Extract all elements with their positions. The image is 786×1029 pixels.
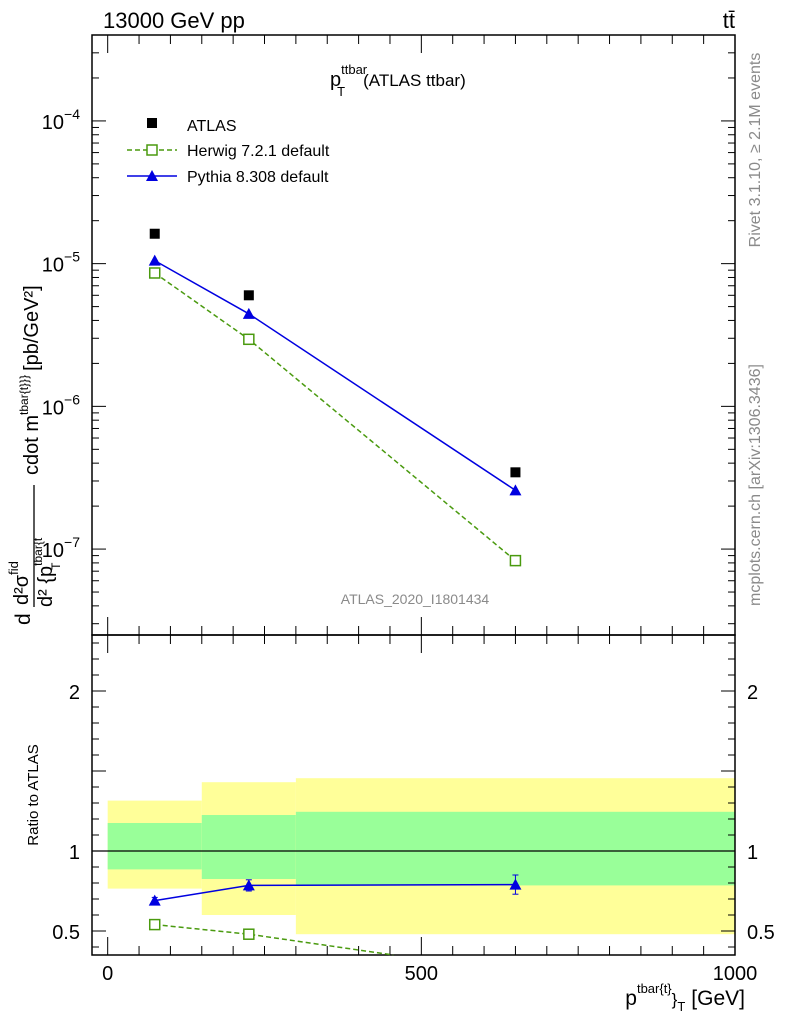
- ratio-herwig-point: [243, 928, 255, 940]
- ratio-series-layer: [148, 874, 522, 956]
- main-y-tick-labels: 10−4 10−5 10−6 10−7: [42, 106, 80, 562]
- x-tick-label: 1000: [713, 963, 758, 985]
- header-energy-label: 13000 GeV pp: [103, 8, 245, 33]
- main-y-axis-ticks: [92, 34, 735, 625]
- pythia-point: [242, 307, 255, 319]
- ratio-y-tick-labels: 0.5 0.5 1 1 2 2: [52, 682, 775, 944]
- herwig-line: [154, 272, 516, 562]
- legend-atlas-label: ATLAS: [187, 118, 237, 135]
- herwig-point: [148, 267, 161, 279]
- atlas-point: [149, 228, 160, 239]
- herwig-point: [243, 333, 255, 346]
- x-tick-labels: 0 500 1000: [102, 963, 757, 985]
- legend-pythia-marker: [146, 170, 158, 181]
- pythia-point: [148, 254, 161, 266]
- x-axis-ticks: [107, 35, 736, 955]
- ratio-panel-frame: [91, 634, 736, 956]
- pythia-line: [154, 259, 516, 491]
- ratio-uncertainty-bands: [92, 778, 735, 935]
- atlas-point: [243, 290, 254, 301]
- svg-text:cdot mtbar{t}}}[pb/GeV²]: cdot mtbar{t}}}[pb/GeV²]: [17, 285, 43, 475]
- legend-pythia-label: Pythia 8.308 default: [187, 169, 329, 186]
- green-band-1: [201, 815, 296, 879]
- ratio-pythia-point: [242, 879, 255, 891]
- y-label-d: d: [12, 613, 35, 625]
- ratio-ytick-label-left: 1: [69, 842, 80, 864]
- legend-herwig-marker: [146, 144, 158, 156]
- main-ytick-label: 10−7: [42, 534, 80, 562]
- atlas-point: [510, 467, 521, 478]
- legend: ATLAS Herwig 7.2.1 default Pythia 8.308 …: [127, 118, 330, 186]
- main-ytick-label: 10−6: [42, 391, 80, 419]
- green-band-2: [295, 811, 735, 886]
- x-tick-label: 500: [405, 963, 438, 985]
- main-y-axis-label: d d²σfid d² {ptbar{tT cdot mtbar{t}}}[pb…: [6, 285, 63, 625]
- mcplots-label: mcplots.cern.ch [arXiv:1306.3436]: [747, 364, 764, 606]
- ratio-pythia-point: [509, 878, 522, 890]
- legend-herwig-label: Herwig 7.2.1 default: [187, 143, 330, 160]
- svg-text:d²σfid: d²σfid: [6, 561, 33, 605]
- herwig-point: [509, 554, 522, 567]
- main-ytick-label: 10−4: [42, 106, 80, 134]
- ratio-ytick-label-left: 0.5: [52, 922, 80, 944]
- green-band-0: [107, 823, 202, 870]
- ratio-ytick-label-right: 2: [747, 682, 758, 704]
- ratio-herwig-point: [148, 918, 161, 931]
- svg-text:d: d: [12, 613, 35, 625]
- main-ytick-label: 10−5: [42, 249, 80, 277]
- ratio-axis-ticks: [92, 642, 735, 948]
- header-process-label: tt̄: [723, 8, 735, 33]
- pythia-point: [509, 484, 522, 496]
- plot-title: pttbar T(ATLAS ttbar): [330, 62, 466, 99]
- ratio-pythia-point: [148, 894, 161, 906]
- analysis-watermark: ATLAS_2020_I1801434: [341, 591, 490, 607]
- x-tick-label: 0: [102, 963, 113, 985]
- rivet-version-label: Rivet 3.1.10, ≥ 2.1M events: [747, 53, 764, 248]
- ratio-ytick-label-right: 1: [747, 842, 758, 864]
- main-series-layer: [148, 228, 522, 567]
- ratio-ytick-label-left: 2: [69, 682, 80, 704]
- legend-atlas-marker: [147, 118, 157, 128]
- ratio-y-axis-label: Ratio to ATLAS: [25, 744, 42, 845]
- x-axis-label: ptbar{t}}T [GeV]: [625, 981, 745, 1014]
- svg-text:d² {ptbar{tT: d² {ptbar{tT: [31, 537, 63, 607]
- ratio-ytick-label-right: 0.5: [747, 922, 775, 944]
